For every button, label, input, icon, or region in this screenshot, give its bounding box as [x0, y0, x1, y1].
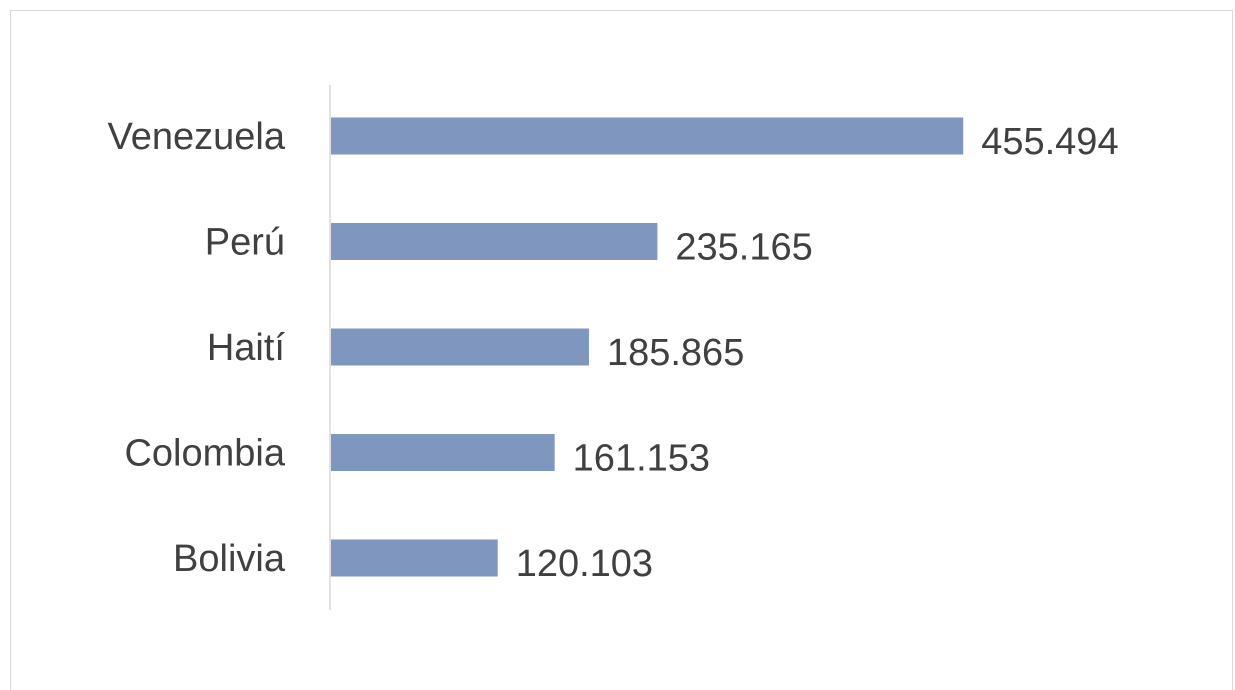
bar-3 — [331, 328, 589, 366]
value-labels: 455.494 235.165 185.865 161.153 120.103 — [516, 121, 1119, 585]
category-label: Bolivia — [173, 538, 286, 580]
category-label: Colombia — [124, 433, 285, 475]
value-label: 235.165 — [675, 227, 812, 269]
category-label: Perú — [205, 222, 285, 264]
value-label: 120.103 — [516, 543, 653, 585]
category-label: Venezuela — [108, 116, 286, 158]
value-label: 455.494 — [981, 121, 1118, 163]
category-labels: Venezuela Perú Haití Colombia Bolivia — [108, 116, 286, 580]
category-label: Haití — [207, 327, 286, 369]
bar-5 — [331, 539, 498, 577]
bar-1 — [331, 117, 964, 155]
value-label: 161.153 — [573, 438, 710, 480]
value-label: 185.865 — [607, 332, 744, 374]
bars-group — [331, 117, 964, 577]
bar-4 — [331, 434, 555, 471]
bar-2 — [331, 223, 658, 260]
